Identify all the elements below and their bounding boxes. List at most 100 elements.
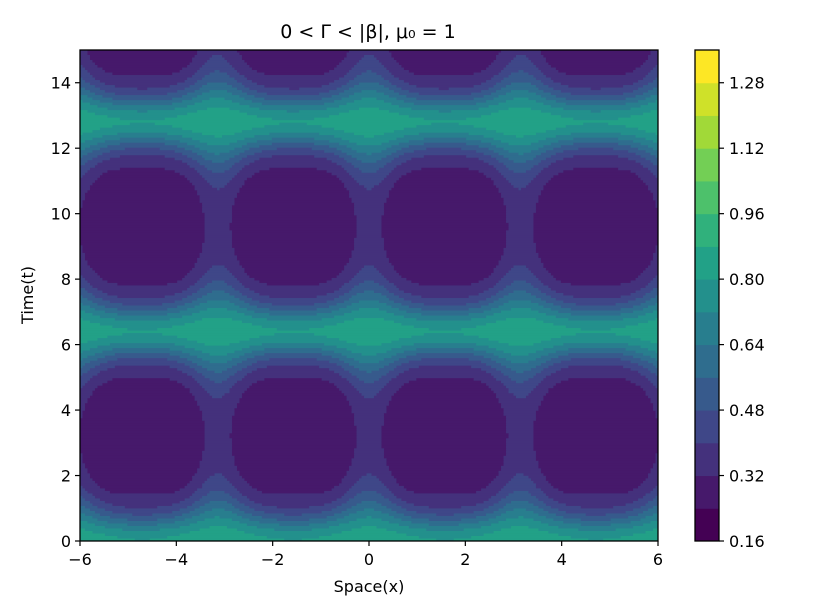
contour-cell bbox=[202, 100, 233, 104]
contour-cell bbox=[361, 267, 378, 272]
contour-cell bbox=[396, 285, 495, 289]
contour-cell bbox=[189, 180, 208, 184]
contour-cell bbox=[398, 295, 422, 299]
contour-cell bbox=[224, 185, 243, 189]
contour-cell bbox=[478, 107, 510, 111]
contour-cell bbox=[339, 338, 400, 342]
contour-cell bbox=[548, 495, 644, 500]
contour-cell bbox=[199, 513, 238, 517]
contour-cell bbox=[533, 480, 549, 484]
contour-cell bbox=[236, 528, 275, 532]
contour-cell bbox=[174, 157, 193, 161]
contour-cell bbox=[496, 393, 515, 397]
contour-cell bbox=[653, 408, 658, 412]
contour-cell bbox=[565, 325, 627, 329]
contour-cell bbox=[189, 270, 208, 274]
contour-cell bbox=[204, 285, 233, 289]
contour-cell bbox=[618, 167, 649, 171]
contour-cell bbox=[209, 182, 228, 186]
contour-cell bbox=[207, 292, 231, 297]
contour-cell bbox=[473, 378, 497, 382]
contour-cell bbox=[184, 147, 201, 151]
contour-cell bbox=[535, 418, 658, 422]
contour-cell bbox=[381, 518, 402, 522]
contour-cell bbox=[513, 290, 527, 294]
contour-cell bbox=[80, 125, 113, 129]
contour-cell bbox=[80, 272, 99, 277]
contour-cell bbox=[393, 515, 412, 520]
contour-cell bbox=[179, 488, 198, 492]
colorbar-band bbox=[695, 377, 719, 411]
contour-cell bbox=[543, 185, 649, 189]
contour-cell bbox=[239, 355, 255, 359]
contour-cell bbox=[84, 383, 104, 387]
contour-cell bbox=[80, 85, 96, 89]
contour-cell bbox=[349, 363, 390, 367]
contour-cell bbox=[555, 315, 639, 319]
contour-cell bbox=[80, 155, 84, 159]
contour-cell bbox=[545, 375, 647, 379]
contour-cell bbox=[87, 52, 198, 56]
contour-cell bbox=[349, 298, 390, 302]
contour-cell bbox=[533, 448, 658, 452]
contour-cell bbox=[653, 147, 658, 151]
contour-cell bbox=[538, 463, 654, 467]
contour-cell bbox=[354, 202, 385, 206]
contour-cell bbox=[508, 435, 535, 439]
contour-cell bbox=[393, 185, 497, 189]
contour-cell bbox=[80, 87, 86, 91]
contour-cell bbox=[80, 490, 89, 495]
contour-cell bbox=[339, 112, 400, 116]
contour-cell bbox=[540, 298, 557, 302]
colorbar-band bbox=[695, 442, 719, 477]
contour-cell bbox=[635, 383, 654, 387]
contour-cell bbox=[80, 230, 206, 234]
contour-cell bbox=[354, 177, 385, 181]
contour-cell bbox=[398, 358, 422, 362]
colorbar-axis: 0.160.320.480.640.800.961.121.28 bbox=[719, 74, 765, 551]
contour-cell bbox=[386, 373, 400, 377]
contour-cell bbox=[356, 235, 383, 239]
contour-cell bbox=[224, 475, 243, 479]
contour-cell bbox=[197, 152, 216, 156]
contour-cell bbox=[498, 400, 542, 404]
contour-cell bbox=[89, 500, 106, 505]
contour-cell bbox=[416, 353, 475, 357]
contour-cell bbox=[376, 267, 395, 272]
contour-cell bbox=[194, 82, 208, 86]
contour-cell bbox=[326, 300, 345, 304]
contour-cell bbox=[339, 523, 400, 527]
contour-cell bbox=[548, 388, 644, 392]
contour-cell bbox=[511, 182, 530, 186]
contour-cell bbox=[82, 275, 101, 279]
contour-cell bbox=[628, 300, 647, 304]
contour-cell bbox=[249, 287, 340, 292]
contour-cell bbox=[276, 518, 310, 522]
contour-cell bbox=[388, 140, 410, 144]
contour-cell bbox=[339, 358, 355, 362]
contour-cell bbox=[508, 300, 532, 304]
contour-cell bbox=[194, 282, 208, 287]
contour-cell bbox=[167, 313, 193, 317]
contour-cell bbox=[80, 310, 86, 314]
contour-cell bbox=[501, 465, 540, 469]
contour-cell bbox=[356, 217, 383, 221]
contour-cell bbox=[182, 95, 198, 99]
contour-cell bbox=[381, 220, 507, 224]
contour-cell bbox=[496, 265, 515, 269]
contour-cell bbox=[177, 360, 193, 364]
contour-cell bbox=[192, 182, 211, 186]
contour-cell bbox=[438, 110, 452, 114]
contour-cell bbox=[244, 137, 273, 141]
contour-cell bbox=[513, 160, 527, 164]
contour-cell bbox=[234, 455, 355, 459]
contour-cell bbox=[391, 305, 410, 309]
contour-cell bbox=[359, 182, 380, 186]
contour-cell bbox=[503, 350, 537, 354]
contour-cell bbox=[177, 90, 196, 94]
contour-cell bbox=[344, 515, 368, 520]
contour-cell bbox=[234, 162, 251, 166]
contour-cell bbox=[501, 310, 540, 314]
contour-cell bbox=[229, 270, 246, 274]
contour-cell bbox=[543, 187, 649, 191]
